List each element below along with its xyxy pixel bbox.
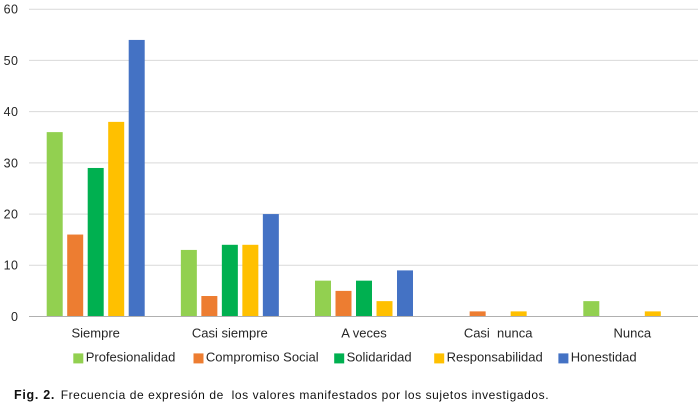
svg-text:Solidaridad: Solidaridad [347, 349, 412, 364]
svg-text:Siempre: Siempre [71, 326, 119, 341]
svg-text:Casi nunca: Casi nunca [464, 326, 533, 341]
svg-text:Compromiso Social: Compromiso Social [206, 349, 319, 364]
svg-text:Casi siempre: Casi siempre [192, 326, 268, 341]
svg-text:20: 20 [4, 207, 19, 221]
svg-text:10: 10 [4, 259, 19, 273]
svg-text:0: 0 [11, 310, 18, 324]
svg-text:A veces: A veces [341, 326, 387, 341]
svg-text:30: 30 [4, 156, 19, 170]
svg-text:40: 40 [4, 105, 19, 119]
svg-text:Fig. 2.: Fig. 2. [14, 388, 55, 402]
svg-text:Frecuencia de expresión de lo: Frecuencia de expresión de los valores m… [61, 388, 549, 402]
svg-text:Responsabilidad: Responsabilidad [447, 349, 543, 364]
svg-text:50: 50 [4, 54, 19, 68]
svg-text:60: 60 [4, 3, 19, 17]
svg-text:Honestidad: Honestidad [571, 349, 637, 364]
svg-text:Profesionalidad: Profesionalidad [86, 349, 176, 364]
svg-text:Nunca: Nunca [614, 326, 652, 341]
